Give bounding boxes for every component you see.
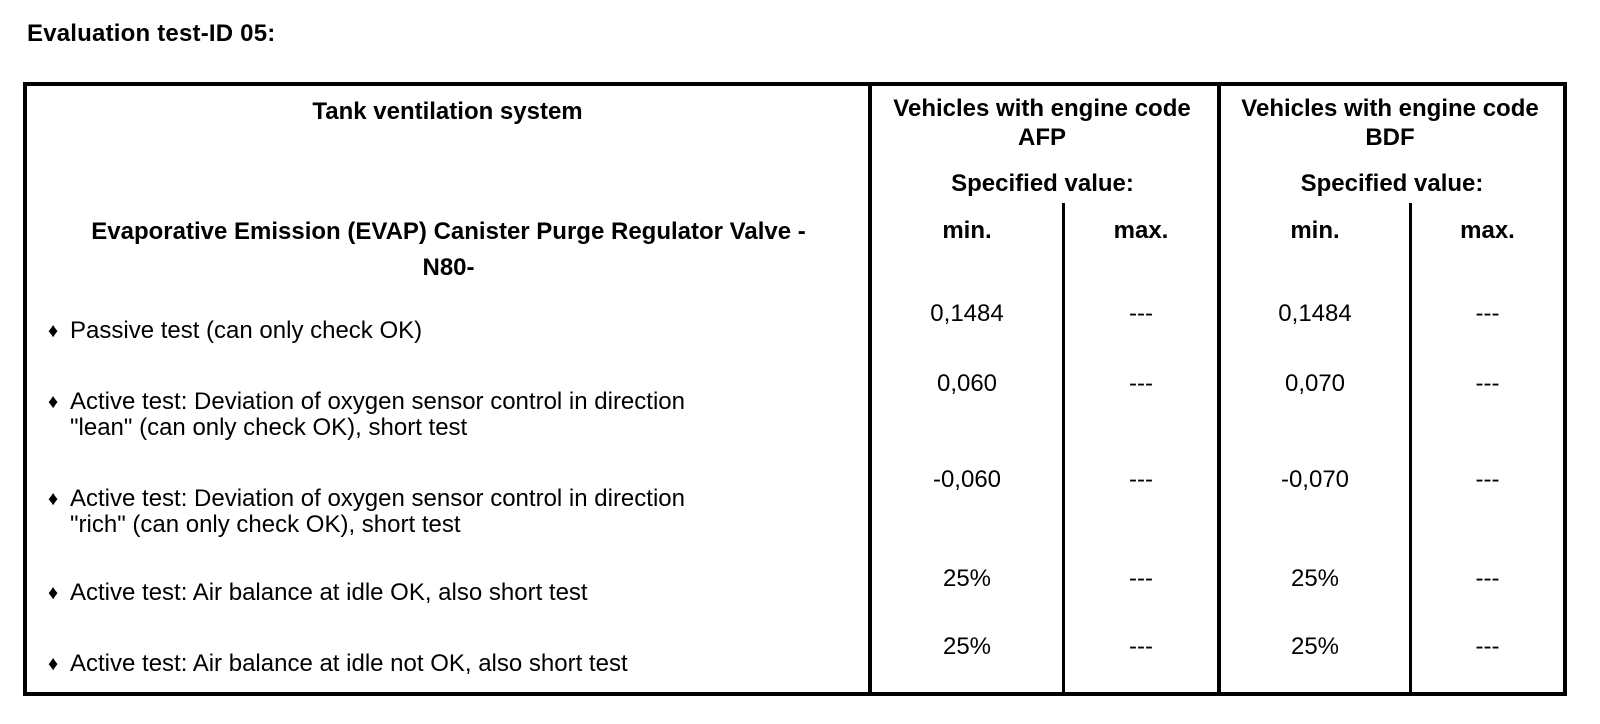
table-row-label: ♦ Passive test (can only check OK) — [48, 318, 422, 344]
value-bdf-min: 0,1484 — [1278, 300, 1352, 327]
value-afp-min: 0,1484 — [930, 300, 1004, 327]
bullet-diamond-icon: ♦ — [48, 488, 59, 510]
specified-values-table: Tank ventilation system Vehicles with en… — [23, 82, 1567, 696]
value-bdf-max: --- — [1475, 300, 1500, 327]
table-row-label: ♦ Active test: Deviation of oxygen senso… — [48, 486, 685, 538]
component-header-n80: Evaporative Emission (EVAP) Canister Pur… — [91, 218, 806, 281]
value-bdf-min: 0,070 — [1284, 370, 1346, 397]
header-engine-code-bdf: Vehicles with engine code BDF — [1241, 95, 1539, 151]
minmax-divider — [1409, 203, 1412, 692]
value-afp-min: -0,060 — [932, 466, 1002, 493]
min-header-bdf: min. — [1290, 217, 1340, 244]
value-afp-max: --- — [1129, 565, 1153, 592]
table-row-label: ♦ Active test: Air balance at idle not O… — [48, 651, 628, 677]
test-description: Active test: Deviation of oxygen sensor … — [70, 485, 685, 538]
column-divider — [868, 86, 872, 692]
test-description: Passive test (can only check OK) — [70, 317, 423, 344]
value-afp-min: 25% — [942, 633, 992, 660]
minmax-divider — [1062, 203, 1065, 692]
table-row-label: ♦ Active test: Deviation of oxygen senso… — [48, 389, 685, 441]
bullet-diamond-icon: ♦ — [48, 391, 59, 413]
header-engine-code-afp: Vehicles with engine code AFP — [893, 95, 1191, 151]
value-bdf-max: --- — [1475, 633, 1500, 660]
value-afp-max: --- — [1129, 370, 1153, 397]
value-bdf-max: --- — [1475, 565, 1500, 592]
max-header-afp: max. — [1113, 217, 1169, 244]
page-title: Evaluation test-ID 05: — [27, 20, 276, 47]
value-bdf-max: --- — [1475, 370, 1500, 397]
test-description: Active test: Air balance at idle not OK,… — [70, 650, 628, 677]
min-header-afp: min. — [942, 217, 992, 244]
value-afp-max: --- — [1129, 300, 1153, 327]
value-afp-max: --- — [1129, 466, 1153, 493]
test-description: Active test: Air balance at idle OK, als… — [70, 579, 588, 606]
specified-value-label-bdf: Specified value: — [1300, 170, 1484, 197]
value-bdf-max: --- — [1475, 466, 1500, 493]
bullet-diamond-icon: ♦ — [48, 320, 59, 342]
value-bdf-min: -0,070 — [1280, 466, 1350, 493]
bullet-diamond-icon: ♦ — [48, 653, 59, 675]
column-divider — [1217, 86, 1221, 692]
table-row-label: ♦ Active test: Air balance at idle OK, a… — [48, 580, 588, 606]
value-bdf-min: 25% — [1290, 565, 1340, 592]
value-bdf-min: 25% — [1290, 633, 1340, 660]
bullet-diamond-icon: ♦ — [48, 582, 59, 604]
max-header-bdf: max. — [1460, 217, 1515, 244]
table-header-system: Tank ventilation system — [312, 98, 583, 125]
value-afp-max: --- — [1129, 633, 1153, 660]
value-afp-min: 25% — [942, 565, 992, 592]
specified-value-label-afp: Specified value: — [951, 170, 1134, 197]
value-afp-min: 0,060 — [936, 370, 998, 397]
test-description: Active test: Deviation of oxygen sensor … — [70, 388, 685, 441]
